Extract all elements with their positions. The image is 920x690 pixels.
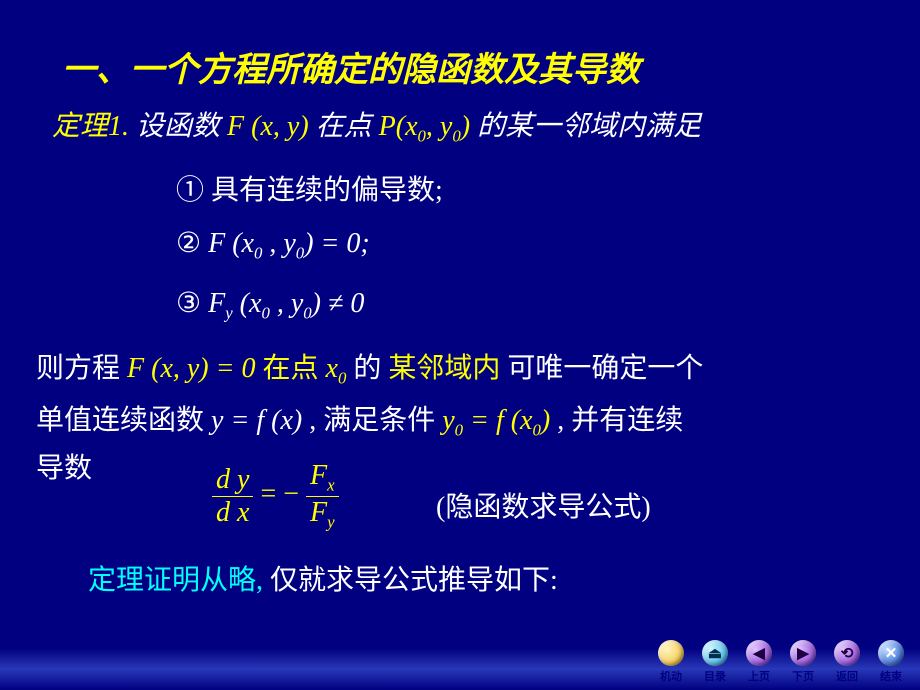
text: 的 <box>353 353 381 384</box>
number-icon: ② <box>176 228 201 259</box>
next-icon: ▶ <box>790 640 816 666</box>
derivative-formula: d y d x = − Fx Fy <box>212 460 339 532</box>
text: , 满足条件 <box>309 405 435 436</box>
text: 在点 <box>263 353 319 384</box>
math-x0: x0 <box>326 353 347 384</box>
conclusion-line-2: 单值连续函数 y = f (x) , 满足条件 y0 = f (x0) , 并有… <box>36 398 683 441</box>
close-icon: ✕ <box>878 640 904 666</box>
math-fxy: F (x, y) <box>227 111 309 142</box>
page-title: 一、一个方程所确定的隐函数及其导数 <box>62 42 640 91</box>
text: 可唯一确定一个 <box>507 353 703 384</box>
navbar: 机动 ⏏ 目录 ◀ 上页 ▶ 下页 ⟲ 返回 ✕ 结束 <box>658 640 904 684</box>
condition-2: ② F (x0 , y0) = 0; <box>176 226 370 264</box>
conclusion-line-3: 导数 <box>36 446 92 486</box>
text-highlight: 某邻域内 <box>388 353 500 384</box>
math: Fy (x0 , y0) ≠ 0 <box>208 288 364 319</box>
text: 具有连续的偏导数; <box>211 175 443 206</box>
text: 则方程 <box>36 353 127 384</box>
text: , 并有连续 <box>557 405 683 436</box>
nav-end-button[interactable]: ✕ 结束 <box>878 640 904 684</box>
math: F (x, y) = 0 <box>127 353 256 384</box>
text: 设函数 <box>136 111 220 142</box>
home-icon: ⏏ <box>702 640 728 666</box>
equals-minus: = − <box>260 479 306 510</box>
fraction-fxfy: Fx Fy <box>306 460 339 532</box>
nav-mulu-button[interactable]: ⏏ 目录 <box>702 640 728 684</box>
conclusion-line-1: 则方程 F (x, y) = 0 在点 x0 的 某邻域内 可唯一确定一个 <box>36 346 703 389</box>
condition-1: ① 具有连续的偏导数; <box>176 168 443 208</box>
back-icon: ⟲ <box>834 640 860 666</box>
text: 在点 <box>316 111 379 142</box>
text-cyan: 定理证明从略, <box>88 565 263 596</box>
number-icon: ③ <box>176 288 201 319</box>
spin-icon <box>658 640 684 666</box>
math: y = f (x) <box>211 405 302 436</box>
nav-back-button[interactable]: ⟲ 返回 <box>834 640 860 684</box>
text: 单值连续函数 <box>36 405 204 436</box>
fraction-dydx: d y d x <box>212 464 253 529</box>
theorem-line: 定理1. 设函数 F (x, y) 在点 P(x0, y0) 的某一邻域内满足 <box>52 104 701 147</box>
math-point: P(x0, y0) <box>379 111 477 142</box>
proof-note: 定理证明从略, 仅就求导公式推导如下: <box>88 558 558 598</box>
math: y0 = f (x0) <box>442 405 557 436</box>
nav-next-button[interactable]: ▶ 下页 <box>790 640 816 684</box>
prev-icon: ◀ <box>746 640 772 666</box>
math: F (x0 , y0) = 0; <box>208 228 370 259</box>
text: 的某一邻域内满足 <box>477 111 701 142</box>
formula-caption: (隐函数求导公式) <box>436 485 651 525</box>
text: 仅就求导公式推导如下: <box>270 565 558 596</box>
nav-prev-button[interactable]: ◀ 上页 <box>746 640 772 684</box>
nav-jidong-button[interactable]: 机动 <box>658 640 684 684</box>
condition-3: ③ Fy (x0 , y0) ≠ 0 <box>176 286 364 324</box>
theorem-label: 定理1. <box>52 111 129 142</box>
number-icon: ① <box>176 175 204 206</box>
